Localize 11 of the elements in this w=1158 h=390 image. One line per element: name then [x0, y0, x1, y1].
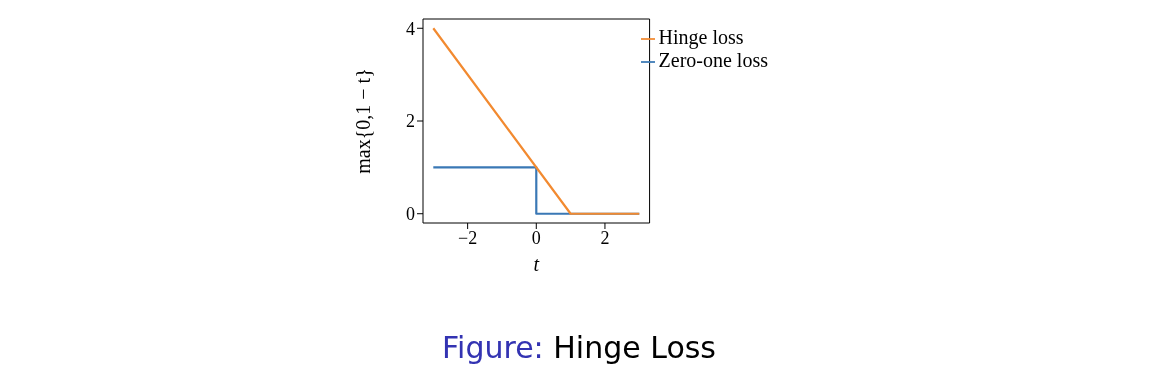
text: Figure: Hinge Loss: [442, 330, 716, 365]
x-tick-label: 0: [531, 227, 541, 248]
y-tick-label: 2: [406, 111, 415, 132]
x-tick-label: 2: [600, 227, 610, 248]
legend-label: Zero-one loss: [658, 49, 768, 71]
y-axis-title: max{0,1 − t}: [352, 68, 375, 174]
y-tick-label: 4: [406, 18, 415, 39]
x-axis-title: t: [533, 253, 540, 275]
y-tick-label: 0: [406, 204, 415, 225]
x-tick-label: −2: [458, 227, 478, 248]
legend-label: Hinge loss: [658, 26, 744, 48]
